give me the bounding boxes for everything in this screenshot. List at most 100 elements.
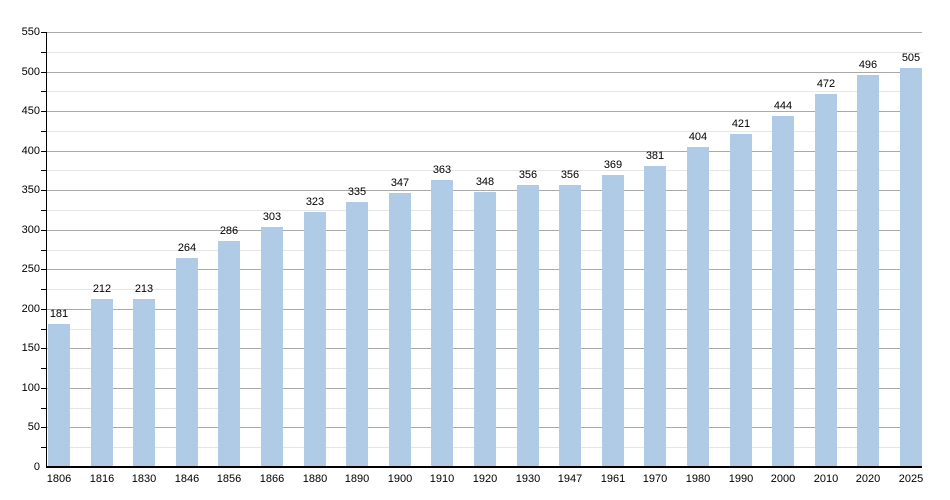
y-axis-tick: [41, 111, 46, 112]
y-axis-tick-label: 450: [21, 105, 40, 117]
bar-1846: [176, 258, 198, 467]
bar-1830: [133, 299, 155, 467]
x-axis-tick-label: 1806: [46, 473, 72, 485]
bar-value-label: 444: [773, 100, 793, 112]
bar-value-label: 335: [347, 186, 367, 198]
y-axis-tick: [41, 329, 46, 330]
bar-1890: [346, 202, 368, 467]
y-axis-tick: [41, 388, 46, 389]
x-axis-tick-label: 1856: [216, 473, 242, 485]
y-axis-tick: [41, 368, 46, 369]
y-axis-tick: [41, 408, 46, 409]
y-axis-tick: [41, 151, 46, 152]
bar-value-label: 303: [262, 211, 282, 223]
x-axis-tick-label: 1910: [429, 473, 455, 485]
y-axis-tick: [41, 289, 46, 290]
bar-value-label: 472: [816, 78, 836, 90]
bar-1970: [644, 166, 666, 467]
bar-value-label: 369: [603, 159, 623, 171]
bar-value-label: 212: [92, 283, 112, 295]
bar-1980: [687, 147, 709, 467]
x-axis-tick-label: 1980: [685, 473, 711, 485]
y-axis-tick: [41, 190, 46, 191]
y-axis-tick-label: 250: [21, 263, 40, 275]
y-axis-tick-label: 100: [21, 382, 40, 394]
y-axis-tick: [41, 250, 46, 251]
bar-1910: [431, 180, 453, 467]
y-axis-tick: [41, 230, 46, 231]
y-axis-tick: [41, 52, 46, 53]
bar-value-label: 496: [858, 59, 878, 71]
y-axis-tick-label: 50: [27, 421, 40, 433]
bar-2010: [815, 94, 837, 467]
y-axis-tick: [41, 131, 46, 132]
x-axis-tick-label: 2000: [770, 473, 796, 485]
y-axis-tick-label: 350: [21, 184, 40, 196]
bar-2020: [857, 75, 879, 467]
x-axis-line: [46, 466, 922, 468]
y-axis-tick-label: 500: [21, 66, 40, 78]
y-axis-tick-label: 550: [21, 26, 40, 38]
x-axis-tick-label: 1846: [174, 473, 200, 485]
major-gridline: [46, 111, 922, 112]
bar-1866: [261, 227, 283, 467]
x-axis-tick-label: 2020: [855, 473, 881, 485]
bar-value-label: 213: [134, 283, 154, 295]
bar-1930: [517, 185, 539, 467]
x-axis-tick-label: 1930: [515, 473, 541, 485]
x-axis-tick-label: 1880: [302, 473, 328, 485]
bar-1816: [91, 299, 113, 467]
major-gridline: [46, 190, 922, 191]
y-axis-tick: [41, 32, 46, 33]
x-axis-tick-label: 1970: [642, 473, 668, 485]
bar-1806: [48, 324, 70, 467]
x-axis-tick-label: 1830: [131, 473, 157, 485]
bar-value-label: 404: [688, 131, 708, 143]
minor-gridline: [46, 131, 922, 132]
y-axis-tick: [41, 427, 46, 428]
y-axis-tick: [41, 447, 46, 448]
bar-value-label: 348: [475, 176, 495, 188]
bar-1880: [304, 212, 326, 467]
y-axis-tick: [41, 210, 46, 211]
bar-1961: [602, 175, 624, 467]
bar-1920: [474, 192, 496, 467]
x-axis-tick-label: 1866: [259, 473, 285, 485]
y-axis-tick: [41, 170, 46, 171]
bar-value-label: 323: [305, 196, 325, 208]
y-axis-tick-label: 200: [21, 303, 40, 315]
x-axis-tick-label: 2010: [813, 473, 839, 485]
y-axis-tick-label: 300: [21, 224, 40, 236]
minor-gridline: [46, 91, 922, 92]
y-axis-tick: [41, 72, 46, 73]
y-axis-tick: [41, 348, 46, 349]
y-axis-tick-label: 0: [33, 461, 40, 473]
x-axis-tick-label: 1990: [728, 473, 754, 485]
bar-value-label: 264: [177, 242, 197, 254]
y-axis-line: [46, 32, 47, 467]
x-axis-tick-label: 1947: [557, 473, 583, 485]
bar-value-label: 356: [560, 169, 580, 181]
y-axis-tick-label: 400: [21, 145, 40, 157]
x-axis-tick-label: 2025: [898, 473, 924, 485]
x-axis-tick-label: 1920: [472, 473, 498, 485]
bar-value-label: 356: [518, 169, 538, 181]
y-axis-tick: [41, 269, 46, 270]
x-axis-tick-label: 1890: [344, 473, 370, 485]
bar-value-label: 181: [49, 308, 69, 320]
x-axis-tick-label: 1961: [600, 473, 626, 485]
bar-1900: [389, 193, 411, 467]
bar-1947: [559, 185, 581, 467]
bar-value-label: 505: [901, 52, 921, 64]
x-axis-tick-label: 1816: [89, 473, 115, 485]
bar-value-label: 347: [390, 177, 410, 189]
bar-value-label: 421: [731, 118, 751, 130]
x-axis-tick-label: 1900: [387, 473, 413, 485]
major-gridline: [46, 151, 922, 152]
major-gridline: [46, 72, 922, 73]
y-axis-tick: [41, 309, 46, 310]
bar-value-label: 286: [219, 225, 239, 237]
bar-value-label: 363: [432, 164, 452, 176]
